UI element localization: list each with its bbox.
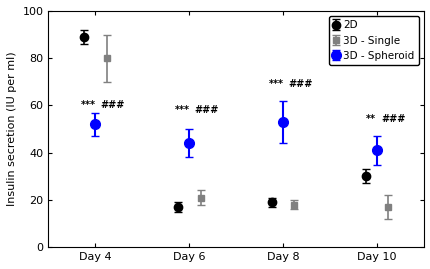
Text: ###: ### xyxy=(381,114,405,124)
Text: ###: ### xyxy=(287,79,312,89)
Legend: 2D, 3D - Single, 3D - Spheroid: 2D, 3D - Single, 3D - Spheroid xyxy=(328,16,418,65)
Text: ###: ### xyxy=(100,100,124,110)
Y-axis label: Insulin secretion (IU per ml): Insulin secretion (IU per ml) xyxy=(7,52,17,206)
Text: ***: *** xyxy=(268,79,283,89)
Text: ***: *** xyxy=(81,100,96,110)
Text: ***: *** xyxy=(175,105,190,115)
Text: ###: ### xyxy=(194,105,218,115)
Text: **: ** xyxy=(365,114,375,124)
